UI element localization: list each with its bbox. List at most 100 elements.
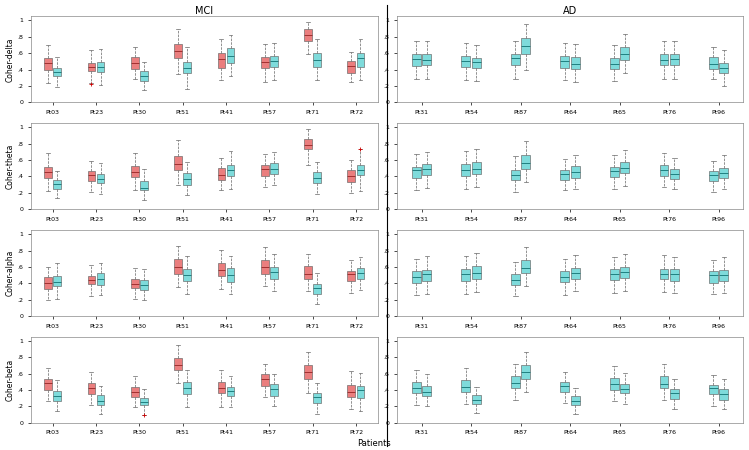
PathPatch shape xyxy=(53,276,61,286)
PathPatch shape xyxy=(53,180,61,189)
PathPatch shape xyxy=(348,170,355,182)
PathPatch shape xyxy=(131,166,139,177)
PathPatch shape xyxy=(422,54,431,65)
PathPatch shape xyxy=(131,57,139,69)
PathPatch shape xyxy=(709,57,718,69)
Text: Patients: Patients xyxy=(357,439,392,448)
PathPatch shape xyxy=(472,395,481,404)
PathPatch shape xyxy=(44,58,52,70)
PathPatch shape xyxy=(53,391,61,401)
PathPatch shape xyxy=(227,165,234,176)
PathPatch shape xyxy=(88,63,95,71)
PathPatch shape xyxy=(412,167,421,178)
PathPatch shape xyxy=(131,387,139,397)
PathPatch shape xyxy=(660,376,668,388)
PathPatch shape xyxy=(304,364,312,379)
PathPatch shape xyxy=(571,396,580,405)
PathPatch shape xyxy=(313,172,321,184)
PathPatch shape xyxy=(261,57,269,68)
Y-axis label: Coher-beta: Coher-beta xyxy=(5,359,14,401)
PathPatch shape xyxy=(357,53,365,67)
PathPatch shape xyxy=(88,276,95,284)
PathPatch shape xyxy=(357,165,365,176)
PathPatch shape xyxy=(422,386,431,396)
PathPatch shape xyxy=(720,63,728,73)
PathPatch shape xyxy=(620,162,629,173)
PathPatch shape xyxy=(261,165,269,176)
PathPatch shape xyxy=(670,54,679,65)
PathPatch shape xyxy=(412,54,421,66)
PathPatch shape xyxy=(610,167,619,176)
PathPatch shape xyxy=(184,62,191,73)
PathPatch shape xyxy=(472,266,481,279)
PathPatch shape xyxy=(53,68,61,76)
PathPatch shape xyxy=(184,173,191,185)
PathPatch shape xyxy=(472,162,481,174)
PathPatch shape xyxy=(140,71,148,81)
Y-axis label: Coher-alpha: Coher-alpha xyxy=(5,250,14,296)
PathPatch shape xyxy=(304,266,312,279)
PathPatch shape xyxy=(44,278,52,289)
PathPatch shape xyxy=(304,139,312,149)
PathPatch shape xyxy=(227,387,234,396)
PathPatch shape xyxy=(261,374,269,386)
PathPatch shape xyxy=(131,279,139,288)
PathPatch shape xyxy=(270,384,278,396)
PathPatch shape xyxy=(660,54,668,65)
PathPatch shape xyxy=(610,58,619,69)
PathPatch shape xyxy=(670,269,679,281)
PathPatch shape xyxy=(44,379,52,390)
PathPatch shape xyxy=(44,166,52,178)
PathPatch shape xyxy=(709,171,718,181)
PathPatch shape xyxy=(461,55,470,68)
PathPatch shape xyxy=(357,386,365,398)
PathPatch shape xyxy=(461,164,470,176)
PathPatch shape xyxy=(175,156,182,170)
PathPatch shape xyxy=(217,53,225,68)
PathPatch shape xyxy=(422,164,431,176)
PathPatch shape xyxy=(521,365,530,379)
PathPatch shape xyxy=(348,61,355,73)
PathPatch shape xyxy=(270,56,278,67)
PathPatch shape xyxy=(720,389,728,400)
PathPatch shape xyxy=(560,56,569,68)
PathPatch shape xyxy=(97,174,104,183)
PathPatch shape xyxy=(313,54,321,68)
PathPatch shape xyxy=(140,181,148,190)
Title: MCI: MCI xyxy=(195,5,213,16)
PathPatch shape xyxy=(620,47,629,60)
PathPatch shape xyxy=(357,267,365,279)
PathPatch shape xyxy=(521,38,530,54)
PathPatch shape xyxy=(227,48,234,63)
PathPatch shape xyxy=(610,269,619,280)
PathPatch shape xyxy=(217,168,225,180)
PathPatch shape xyxy=(521,260,530,273)
PathPatch shape xyxy=(304,29,312,41)
Title: AD: AD xyxy=(563,5,577,16)
PathPatch shape xyxy=(720,168,728,178)
PathPatch shape xyxy=(472,58,481,68)
Y-axis label: Coher-theta: Coher-theta xyxy=(5,144,14,189)
PathPatch shape xyxy=(422,270,431,281)
PathPatch shape xyxy=(348,271,355,281)
PathPatch shape xyxy=(571,57,580,68)
PathPatch shape xyxy=(511,54,520,65)
PathPatch shape xyxy=(560,382,569,392)
PathPatch shape xyxy=(560,170,569,180)
PathPatch shape xyxy=(660,269,668,279)
PathPatch shape xyxy=(412,270,421,283)
PathPatch shape xyxy=(620,267,629,279)
PathPatch shape xyxy=(97,273,104,285)
PathPatch shape xyxy=(88,171,95,181)
PathPatch shape xyxy=(709,385,718,394)
PathPatch shape xyxy=(511,170,520,180)
PathPatch shape xyxy=(511,274,520,285)
PathPatch shape xyxy=(709,270,718,283)
PathPatch shape xyxy=(97,395,104,405)
PathPatch shape xyxy=(348,385,355,396)
PathPatch shape xyxy=(175,259,182,274)
PathPatch shape xyxy=(184,269,191,281)
PathPatch shape xyxy=(571,166,580,178)
PathPatch shape xyxy=(610,378,619,390)
PathPatch shape xyxy=(313,284,321,294)
